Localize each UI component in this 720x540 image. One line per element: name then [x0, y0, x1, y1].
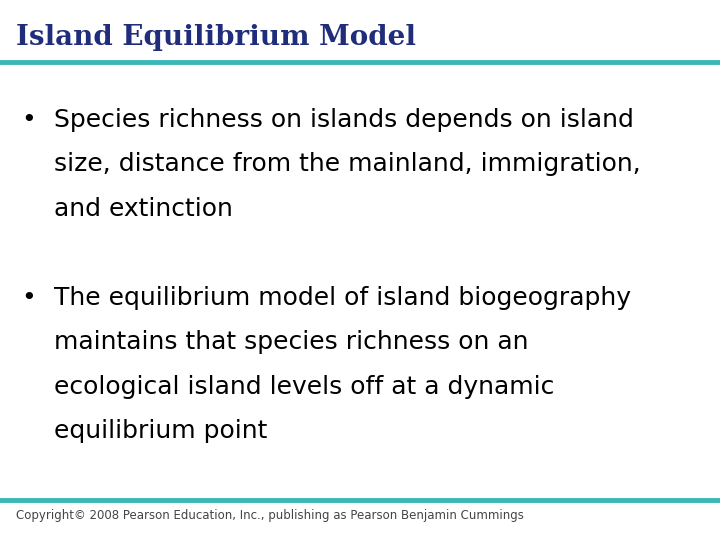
Text: size, distance from the mainland, immigration,: size, distance from the mainland, immigr… — [54, 152, 641, 176]
Text: Island Equilibrium Model: Island Equilibrium Model — [16, 24, 416, 51]
Text: •: • — [22, 108, 36, 132]
Text: Copyright© 2008 Pearson Education, Inc., publishing as Pearson Benjamin Cummings: Copyright© 2008 Pearson Education, Inc.,… — [16, 509, 523, 522]
Text: Species richness on islands depends on island: Species richness on islands depends on i… — [54, 108, 634, 132]
Text: equilibrium point: equilibrium point — [54, 419, 267, 443]
Text: •: • — [22, 286, 36, 310]
Text: The equilibrium model of island biogeography: The equilibrium model of island biogeogr… — [54, 286, 631, 310]
Text: and extinction: and extinction — [54, 197, 233, 220]
Text: ecological island levels off at a dynamic: ecological island levels off at a dynami… — [54, 375, 554, 399]
Text: maintains that species richness on an: maintains that species richness on an — [54, 330, 528, 354]
